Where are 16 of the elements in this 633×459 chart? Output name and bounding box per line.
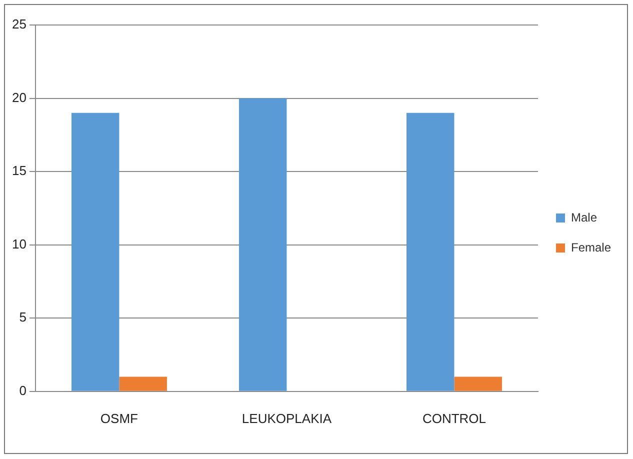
x-tick-label: OSMF	[100, 410, 138, 426]
y-tick-label: 10	[12, 236, 26, 252]
legend-label: Female	[570, 240, 612, 254]
y-tick-label: 5	[19, 310, 26, 325]
y-tick-label: 15	[12, 163, 26, 178]
x-tick-label: CONTROL	[422, 410, 486, 426]
bar	[119, 376, 167, 391]
legend-label: Male	[570, 210, 598, 224]
bar	[454, 376, 502, 391]
y-tick-label: 20	[12, 90, 26, 105]
bar	[406, 112, 454, 391]
y-tick-label: 0	[19, 382, 26, 398]
bar	[238, 98, 287, 391]
bar	[71, 112, 120, 391]
y-tick-label: 25	[12, 16, 26, 32]
x-tick-label: LEUKOPLAKIA	[242, 410, 332, 426]
